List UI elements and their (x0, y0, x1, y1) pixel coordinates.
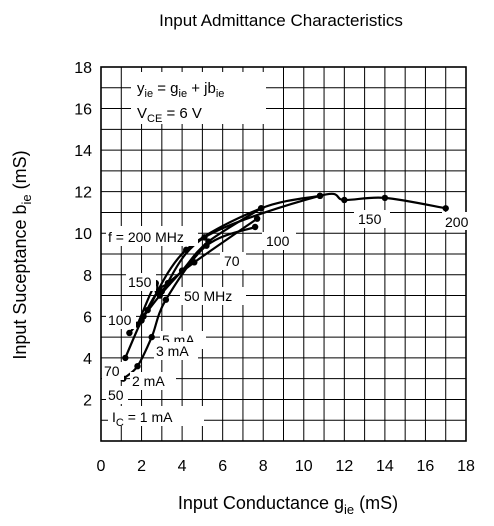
grid (101, 67, 466, 441)
series-point-100 (178, 267, 186, 274)
y-tick-label: 14 (74, 143, 92, 160)
label-50-left: 50 (108, 387, 124, 403)
series-point-150 (442, 205, 449, 212)
series-point-70 (191, 259, 198, 266)
series-point-70 (122, 354, 129, 362)
x-tick-labels: 0 2 4 6 8 10 12 14 16 18 (97, 458, 475, 475)
series-curve-200 (146, 194, 321, 311)
y-tick-label: 8 (83, 268, 92, 285)
series-point-100 (140, 313, 147, 320)
x-tick-label: 12 (335, 458, 353, 475)
legend-line-2: VCE = 6 V (137, 105, 202, 125)
series-point-150 (341, 196, 348, 204)
legend: yie = gie + jbie VCE = 6 V (131, 72, 266, 125)
y-tick-label: 4 (83, 351, 92, 368)
legend-line-1: yie = gie + jbie (137, 80, 224, 100)
x-tick-label: 0 (97, 458, 106, 475)
series-point-100 (126, 329, 133, 337)
series-point-100 (205, 238, 212, 245)
series-point-200 (316, 192, 324, 200)
x-axis-label: Input Conductance gie (mS) (178, 493, 398, 517)
annotation-labels: f = 200 MHz 50 MHz 150 100 70 50 5 mA 3 … (102, 210, 478, 429)
series-point-50 (251, 223, 259, 231)
y-tick-label: 18 (74, 60, 92, 77)
y-tick-label: 2 (83, 392, 92, 409)
series-curve-150 (136, 192, 446, 326)
x-tick-label: 18 (457, 458, 475, 475)
x-tick-label: 8 (259, 458, 268, 475)
label-100-right: 100 (266, 233, 290, 249)
label-100-left: 100 (108, 312, 132, 328)
x-tick-label: 2 (137, 458, 146, 475)
y-tick-label: 12 (74, 185, 92, 202)
series-point-70 (164, 279, 172, 287)
x-tick-label: 4 (178, 458, 187, 475)
series-point-150 (201, 234, 208, 241)
series-point-50 (134, 363, 141, 370)
x-tick-label: 14 (376, 458, 394, 475)
y-tick-labels: 2 4 6 8 10 12 14 16 18 (74, 60, 92, 409)
series-point-150 (381, 194, 389, 202)
x-tick-label: 10 (295, 458, 313, 475)
x-tick-label: 6 (218, 458, 227, 475)
y-axis-label: Input Suceptance bie (mS) (10, 150, 34, 359)
series-point-50 (162, 296, 170, 303)
label-150-left: 150 (128, 274, 152, 290)
label-200-right: 200 (445, 214, 469, 230)
label-3ma: 3 mA (156, 343, 189, 359)
series-point-150 (158, 288, 166, 295)
chart-title: Input Admittance Characteristics (159, 11, 403, 30)
label-2ma: 2 mA (132, 373, 165, 389)
label-50mhz: 50 MHz (184, 288, 232, 304)
series-point-70 (253, 215, 261, 222)
series-point-200 (257, 205, 265, 212)
series-point-200 (144, 306, 151, 314)
label-70-right: 70 (224, 253, 240, 269)
series-point-200 (182, 246, 190, 254)
label-ic: IC = 1 mA (112, 409, 173, 429)
plot-frame (100, 66, 467, 442)
series-point-50 (148, 333, 155, 341)
y-tick-label: 16 (74, 102, 92, 119)
x-tick-label: 16 (417, 458, 435, 475)
y-tick-label: 10 (74, 226, 92, 243)
y-tick-label: 6 (83, 309, 92, 326)
label-f-200: f = 200 MHz (108, 229, 184, 245)
label-150-right: 150 (358, 211, 382, 227)
legend-bg (131, 72, 266, 124)
label-70-left: 70 (104, 363, 120, 379)
